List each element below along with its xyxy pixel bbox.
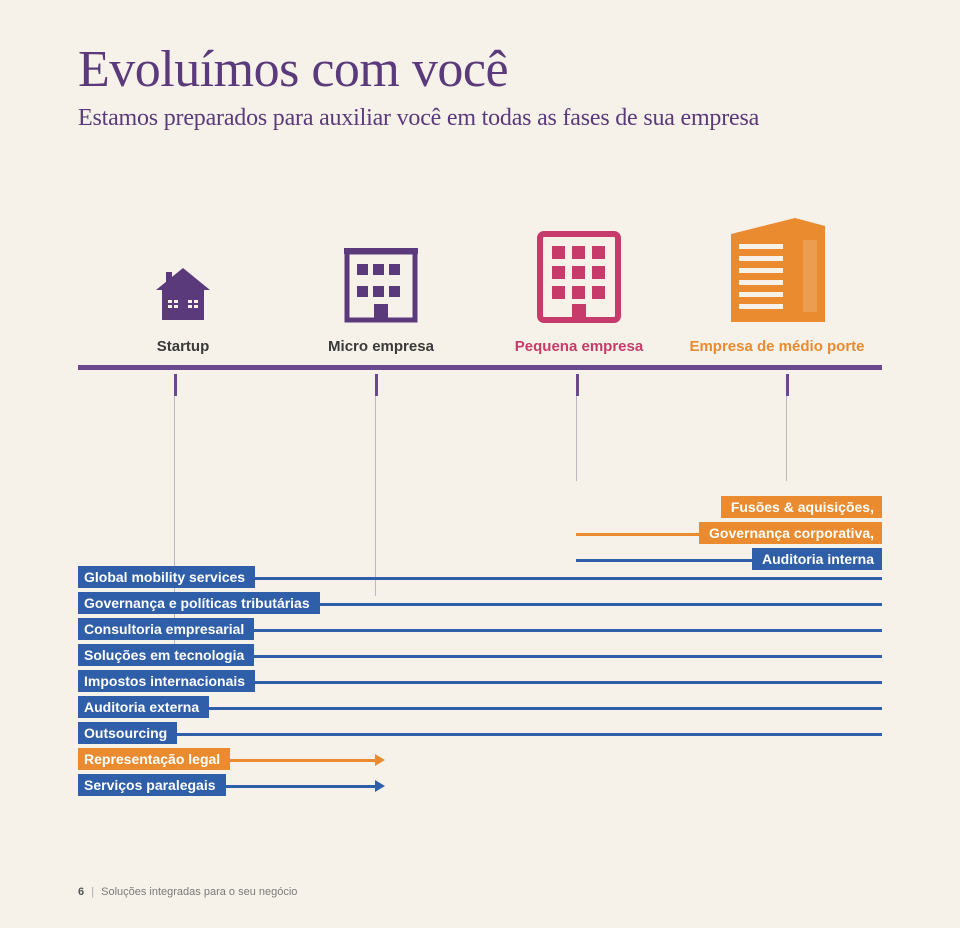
stage-1: Micro empresa [282,204,480,355]
left-service-label-7: Representação legal [78,748,230,770]
stage-icon-0 [152,204,214,324]
tick-3 [786,374,789,396]
tick-1 [375,374,378,396]
left-service-label-2: Consultoria empresarial [78,618,254,640]
right-service-0: Fusões & aquisições, [78,496,882,520]
footer-text: Soluções integradas para o seu negócio [101,886,297,898]
stage-label-1: Micro empresa [328,338,434,355]
tick-0 [174,374,177,396]
left-service-1: Governança e políticas tributárias [78,592,882,616]
stage-icon-2 [532,204,626,324]
left-service-5: Auditoria externa [78,696,882,720]
timeline-ticks [78,374,882,396]
left-service-label-0: Global mobility services [78,566,255,588]
left-service-8: Serviços paralegais [78,774,882,798]
stage-label-0: Startup [157,338,210,355]
right-service-label-1: Governança corporativa, [699,522,882,544]
left-service-2: Consultoria empresarial [78,618,882,642]
left-service-label-1: Governança e políticas tributárias [78,592,320,614]
left-service-label-5: Auditoria externa [78,696,209,718]
page-title: Evoluímos com você [78,40,882,99]
stage-icon-3 [717,204,837,324]
dropline-3 [786,396,787,481]
right-service-label-0: Fusões & aquisições, [721,496,882,518]
stage-2: Pequena empresa [480,204,678,355]
left-service-arrow-7 [375,754,385,766]
left-service-label-4: Impostos internacionais [78,670,255,692]
footer-page: 6 [78,886,84,898]
left-service-label-8: Serviços paralegais [78,774,226,796]
left-service-6: Outsourcing [78,722,882,746]
left-service-line-6 [78,733,882,736]
stage-0: Startup [84,204,282,355]
timeline-bar [78,365,882,370]
droplines [78,396,882,496]
left-service-label-6: Outsourcing [78,722,177,744]
left-service-3: Soluções em tecnologia [78,644,882,668]
left-service-label-3: Soluções em tecnologia [78,644,254,666]
stages-row: Startup Micro empresa Pequena empresa Em… [78,204,882,355]
page-subtitle: Estamos preparados para auxiliar você em… [78,105,882,132]
left-service-7: Representação legal [78,748,882,772]
footer-sep: | [91,886,94,898]
tick-2 [576,374,579,396]
stage-label-3: Empresa de médio porte [689,338,864,355]
dropline-2 [576,396,577,481]
right-service-label-2: Auditoria interna [752,548,882,570]
stage-label-2: Pequena empresa [515,338,643,355]
left-service-arrow-8 [375,780,385,792]
right-service-1: Governança corporativa, [78,522,882,546]
footer: 6 | Soluções integradas para o seu negóc… [78,886,297,898]
stage-icon-1 [341,204,421,324]
left-service-4: Impostos internacionais [78,670,882,694]
stage-3: Empresa de médio porte [678,204,876,355]
